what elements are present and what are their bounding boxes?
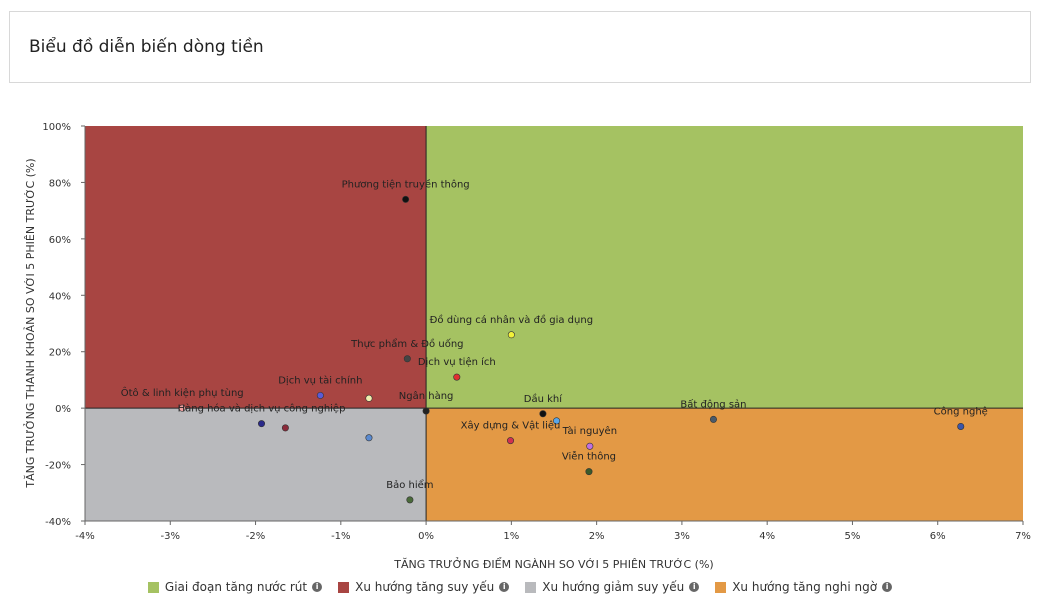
legend-label: Xu hướng giảm suy yếu <box>542 580 685 594</box>
legend-item[interactable]: Xu hướng giảm suy yếu i <box>525 580 700 594</box>
data-point-label: Ôtô & linh kiện phụ tùng <box>121 386 244 399</box>
legend-swatch <box>525 581 537 593</box>
legend-swatch <box>715 581 727 593</box>
data-point[interactable] <box>258 420 266 428</box>
data-point[interactable] <box>178 404 186 412</box>
data-point-label: Viễn thông <box>562 450 616 463</box>
data-point[interactable] <box>586 442 594 450</box>
data-point-label: Dịch vụ tiện ích <box>418 356 496 368</box>
y-tick-label: 80% <box>49 178 71 189</box>
x-tick-label: -4% <box>75 531 94 542</box>
data-point-label: Ngân hàng <box>399 390 454 402</box>
legend-item[interactable]: Xu hướng tăng suy yếu i <box>338 580 510 594</box>
x-tick-label: 4% <box>759 531 775 542</box>
data-point-label: Dầu khí <box>524 393 563 405</box>
quadrant-2 <box>85 408 427 521</box>
data-point[interactable] <box>403 355 411 363</box>
data-point[interactable] <box>453 373 461 381</box>
data-point[interactable] <box>365 434 373 442</box>
data-point-label: Thực phẩm & Đồ uống <box>350 337 463 350</box>
data-point-label: Phương tiện truyền thông <box>342 178 470 190</box>
info-icon[interactable]: i <box>312 582 323 592</box>
x-tick-label: 1% <box>503 531 519 542</box>
x-tick-label: -3% <box>161 531 180 542</box>
quadrant-3 <box>426 408 1023 521</box>
info-icon[interactable]: i <box>882 582 893 592</box>
x-tick-label: 5% <box>845 531 861 542</box>
data-point-label: Đồ dùng cá nhân và đồ gia dụng <box>430 314 593 326</box>
x-tick-label: -1% <box>331 531 350 542</box>
data-point-label: Công nghệ <box>934 405 988 417</box>
chart-legend: Giai đoạn tăng nước rút i Xu hướng tăng su… <box>0 580 1040 596</box>
y-tick-label: 40% <box>49 291 71 302</box>
y-tick-label: -20% <box>45 461 71 472</box>
y-tick-label: 100% <box>42 122 71 133</box>
data-point[interactable] <box>585 468 593 476</box>
data-point[interactable] <box>507 331 515 339</box>
data-point[interactable] <box>539 410 547 418</box>
chart-axes: -4% -3% -2% -1% 0% 1% 2% 3% 4% 5% 6% 7% -40% -20% 0% 20… <box>42 122 1031 542</box>
quadrant-0 <box>426 126 1023 409</box>
data-point-label: Hàng hóa và dịch vụ công nghiệp <box>178 403 346 415</box>
legend-item[interactable]: Giai đoạn tăng nước rút i <box>147 580 323 594</box>
data-point[interactable] <box>281 424 289 432</box>
y-tick-label: 20% <box>49 348 71 359</box>
y-tick-label: 0% <box>55 404 71 415</box>
data-point[interactable] <box>422 407 430 415</box>
x-axis-title: TĂNG TRƯỞNG ĐIỂM NGÀNH SO VỚI 5 PHIÊN TR… <box>393 557 713 571</box>
data-point-label: Bất động sản <box>680 398 746 410</box>
data-point-label: Dịch vụ tài chính <box>278 374 362 386</box>
data-point[interactable] <box>507 437 515 445</box>
data-points: Phương tiện truyền thông Đồ dùng cá nhân … <box>121 178 988 504</box>
data-point[interactable] <box>402 195 410 203</box>
data-point-label: Xây dựng & Vật liệu <box>461 420 561 432</box>
y-tick-label: -40% <box>45 517 71 528</box>
legend-label: Giai đoạn tăng nước rút <box>164 580 308 594</box>
data-point[interactable] <box>316 391 324 399</box>
legend-swatch <box>147 581 159 593</box>
x-tick-label: 3% <box>674 531 690 542</box>
y-tick-label: 60% <box>49 235 71 246</box>
legend-label: Xu hướng tăng nghi ngờ <box>732 580 878 594</box>
x-tick-label: 2% <box>589 531 605 542</box>
legend-label: Xu hướng tăng suy yếu <box>355 580 495 594</box>
data-point[interactable] <box>553 417 561 425</box>
legend-item[interactable]: Xu hướng tăng nghi ngờ i <box>715 580 893 594</box>
info-icon[interactable]: i <box>499 582 510 592</box>
info-icon[interactable]: i <box>689 582 700 592</box>
legend-swatch <box>338 581 350 593</box>
page-title: Biểu đồ diễn biến dòng tiền <box>29 37 264 57</box>
x-tick-label: 7% <box>1015 531 1031 542</box>
chart-header-card: Biểu đồ diễn biến dòng tiền <box>9 11 1031 83</box>
data-point[interactable] <box>957 422 965 430</box>
data-point[interactable] <box>709 415 717 423</box>
y-axis-title: TĂNG TRƯỞNG THANH KHOẢN SO VỚI 5 PHIÊN T… <box>23 158 37 488</box>
data-point[interactable] <box>365 394 373 402</box>
data-point-label: Tài nguyên <box>562 425 617 437</box>
x-tick-label: 0% <box>418 531 434 542</box>
x-tick-label: 6% <box>930 531 946 542</box>
data-point[interactable] <box>406 496 414 504</box>
data-point-label: Bảo hiểm <box>386 478 433 491</box>
x-tick-label: -2% <box>246 531 265 542</box>
quadrant-backgrounds <box>85 126 1023 521</box>
quadrant-1 <box>85 126 427 409</box>
